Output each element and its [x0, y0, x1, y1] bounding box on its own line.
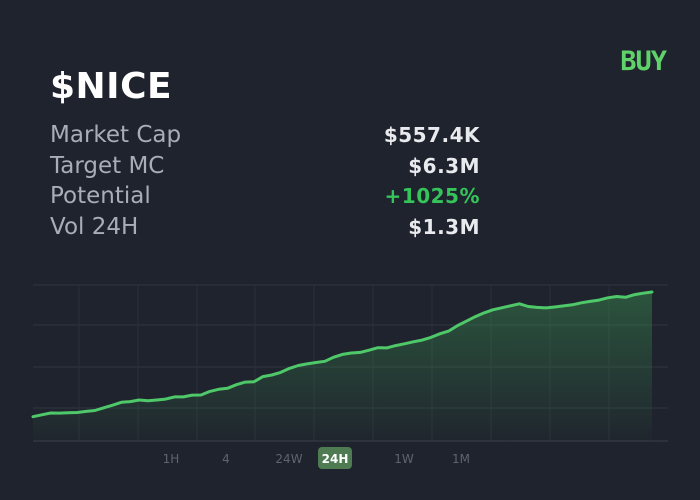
potential-value: +1025%: [384, 184, 480, 208]
timeframe-label: 4: [222, 452, 230, 466]
stats-table: Market Cap $557.4K Target MC $6.3M Poten…: [50, 120, 480, 242]
target-mc-value: $6.3M: [408, 153, 480, 178]
market-cap-label: Market Cap: [50, 122, 182, 148]
timeframe-active-pill: [318, 447, 352, 469]
timeframe-label: 1W: [394, 452, 414, 466]
timeframe-1w[interactable]: 1W: [394, 452, 414, 466]
stat-row-target-mc: Target MC $6.3M: [50, 151, 480, 182]
buy-button[interactable]: BUY: [620, 46, 667, 77]
timeframe-1h[interactable]: 1H: [163, 452, 180, 466]
timeframe-label: 1M: [452, 452, 470, 466]
target-mc-label: Target MC: [50, 152, 165, 179]
stat-row-vol-24h: Vol 24H $1.3M: [50, 212, 480, 243]
token-ticker: $NICE: [50, 66, 173, 107]
price-line: [31, 290, 654, 419]
price-chart: 1H 4 24W 24H 1W 1M: [31, 284, 668, 469]
timeframe-4[interactable]: 4: [222, 452, 230, 466]
price-area: [33, 292, 652, 441]
timeframe-label: 24H: [322, 452, 349, 466]
market-cap-value: $557.4K: [383, 123, 480, 147]
vol-24h-label: Vol 24H: [50, 213, 139, 240]
timeframe-1m[interactable]: 1M: [452, 452, 470, 466]
vol-24h-value: $1.3M: [408, 214, 480, 239]
timeframe-24w[interactable]: 24W: [275, 452, 302, 466]
potential-label: Potential: [50, 183, 151, 209]
stat-row-market-cap: Market Cap $557.4K: [50, 120, 480, 151]
timeframe-24h[interactable]: 24H: [318, 447, 352, 469]
stat-row-potential: Potential +1025%: [50, 181, 480, 212]
timeframe-label: 24W: [275, 452, 302, 466]
timeframe-selector: 1H 4 24W 24H 1W 1M: [163, 447, 470, 469]
timeframe-label: 1H: [163, 452, 180, 466]
